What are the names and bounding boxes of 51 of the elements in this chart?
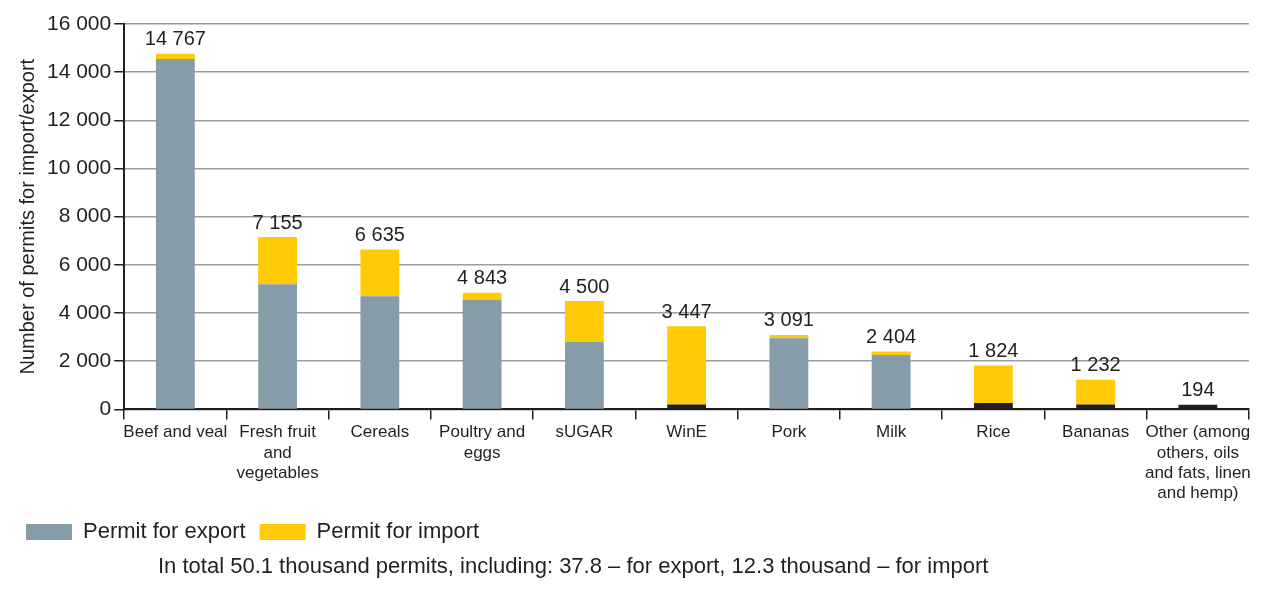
x-tick-label: Pork [771, 422, 807, 442]
text: In total 50.1 thousand permits, including: 37.8 – for export, 12.3 thousand – for import [158, 553, 990, 579]
bar [258, 284, 298, 409]
x-tick-label: sUGAR [555, 422, 614, 442]
x-tick-label: Cereals [350, 422, 410, 442]
bar [1076, 379, 1116, 405]
x-tick-label: Poultry and eggs [439, 422, 526, 462]
bar [564, 301, 604, 342]
total-label: 14 767 [144, 27, 206, 50]
y-tick-label: 6 000 [58, 251, 112, 275]
total-label: 1 824 [968, 338, 1019, 361]
y-tick-label: 4 000 [58, 299, 112, 323]
y-tick-label: 10 000 [47, 155, 112, 179]
legend-label: Permit for export [83, 518, 246, 544]
total-label: 3 091 [763, 308, 814, 331]
total-label: 1 232 [1070, 353, 1121, 376]
y-tick-label: 14 000 [47, 58, 112, 82]
total-label: 194 [1181, 378, 1215, 401]
bar [155, 58, 195, 409]
y-tick-label: 8 000 [58, 203, 112, 227]
bar [769, 338, 809, 409]
total-label: 6 635 [354, 223, 405, 246]
total-label: 4 500 [559, 274, 610, 297]
bar [155, 53, 195, 59]
x-tick-label: WinE [666, 422, 707, 442]
x-tick-label: Rice [976, 422, 1011, 442]
total-label: 4 843 [457, 266, 508, 289]
y-axis-title: Number of permits for import/export [15, 58, 38, 375]
bar [564, 341, 604, 409]
total-label: 2 404 [866, 325, 917, 348]
bar [462, 299, 502, 409]
total-label: 7 155 [252, 210, 303, 233]
x-tick-label: Milk [876, 422, 907, 442]
y-tick-label: 12 000 [47, 107, 112, 131]
x-tick-label: Fresh fruit and vegetables [236, 422, 319, 483]
y-tick-label: 16 000 [47, 10, 112, 34]
bar [360, 296, 400, 409]
bar [360, 249, 400, 297]
bar [871, 354, 911, 409]
x-tick-label: Other (among others, oils and fats, linen and hemp) [1144, 422, 1251, 503]
bar [667, 326, 707, 405]
bar [462, 292, 502, 300]
x-tick-label: Bananas [1062, 422, 1130, 442]
legend-label: Permit for import [316, 518, 480, 544]
y-tick-label: 2 000 [58, 348, 112, 372]
y-tick-label: 0 [99, 396, 112, 420]
bar [871, 351, 911, 355]
bar [258, 237, 298, 285]
total-label: 3 447 [661, 299, 712, 322]
bar [973, 365, 1013, 403]
x-tick-label: Beef and veal [123, 422, 228, 442]
